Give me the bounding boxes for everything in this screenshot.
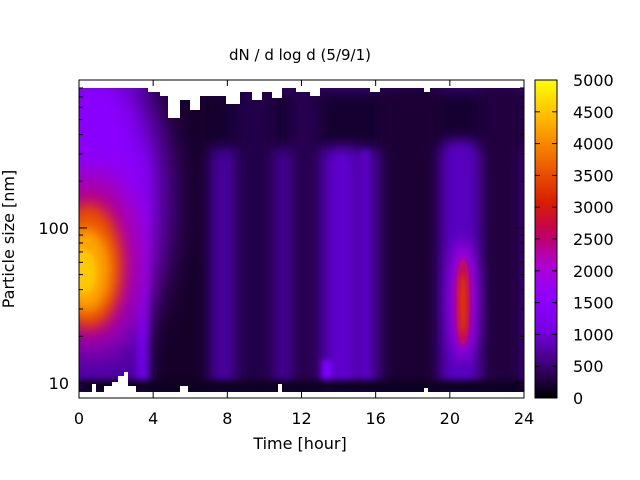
x-tick-label: 4 xyxy=(148,409,158,428)
colorbar-tick-label: 4000 xyxy=(573,135,614,154)
y-axis-label: Particle size [nm] xyxy=(0,170,18,309)
colorbar-tick-label: 0 xyxy=(573,389,583,408)
colorbar-tick-label: 4500 xyxy=(573,103,614,122)
colorbar-tick-label: 3500 xyxy=(573,166,614,185)
colorbar-tick-label: 500 xyxy=(573,357,604,376)
heatmap-plot-area xyxy=(79,80,524,398)
colorbar-tick-label: 1000 xyxy=(573,325,614,344)
x-axis-label: Time [hour] xyxy=(252,434,346,453)
colorbar-tick-label: 2500 xyxy=(573,230,614,249)
y-tick-label: 100 xyxy=(38,219,69,238)
x-tick-label: 24 xyxy=(514,409,534,428)
colorbar-axis: 0 500 1000 1500 2000 2500 3000 3500 4000 4500 5000 xyxy=(535,71,614,408)
x-tick-label: 16 xyxy=(365,409,385,428)
y-tick-label: 10 xyxy=(49,374,69,393)
x-axis: 0 4 8 12 16 20 24 xyxy=(74,80,534,428)
chart-title: dN / d log d (5/9/1) xyxy=(229,46,371,64)
heatmap-cells xyxy=(79,80,524,398)
colorbar-tick-label: 1500 xyxy=(573,294,614,313)
x-tick-label: 12 xyxy=(291,409,311,428)
colorbar-tick-label: 3000 xyxy=(573,198,614,217)
y-axis: 10 100 xyxy=(38,79,524,399)
x-tick-label: 20 xyxy=(440,409,460,428)
colorbar-tick-label: 2000 xyxy=(573,262,614,281)
x-tick-label: 0 xyxy=(74,409,84,428)
x-tick-label: 8 xyxy=(222,409,232,428)
colorbar-tick-label: 5000 xyxy=(573,71,614,90)
